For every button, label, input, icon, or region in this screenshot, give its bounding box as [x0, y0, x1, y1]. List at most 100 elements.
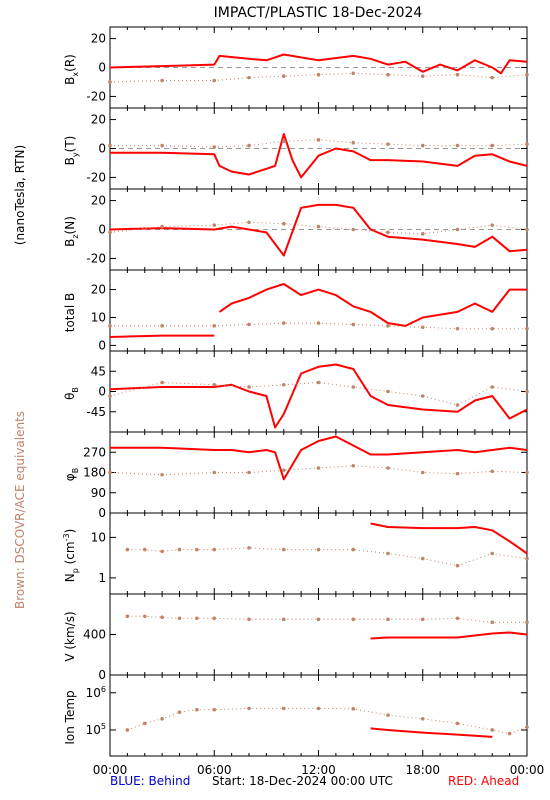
footer-red-label: RED: Ahead [448, 774, 519, 788]
series-brown-point [490, 620, 495, 625]
series-brown-point [455, 616, 460, 621]
series-red-line [109, 53, 528, 75]
series-brown-point [316, 547, 321, 552]
series-brown-point [386, 230, 390, 235]
series-brown-point [142, 614, 147, 619]
y-tick-label: -20 [86, 170, 106, 184]
series-brown-point [316, 380, 321, 385]
series-brown-point [386, 72, 390, 77]
series-brown-point [316, 224, 321, 229]
series-brown-point [247, 75, 251, 80]
series-brown-point [281, 139, 286, 144]
units-side-label: (nanoTesla, RTN) [13, 145, 27, 245]
series-brown-point [455, 721, 460, 726]
series-brown-point [507, 731, 512, 736]
series-brown-point [525, 142, 529, 146]
y-tick-label: 20 [91, 113, 106, 127]
series-brown-point [420, 143, 425, 148]
panel-4: 20 10 0 total B [63, 269, 529, 352]
series-brown-point [455, 326, 460, 331]
y-tick-label: 10 [91, 530, 106, 544]
series-brown-point [281, 321, 286, 325]
series-brown-point [386, 551, 390, 556]
y-tick-label: 20 [91, 32, 106, 46]
series-brown-point [525, 556, 529, 561]
series-brown-point [142, 721, 147, 726]
series-brown-point [281, 468, 286, 473]
series-brown-point [160, 380, 164, 385]
series-red-line [109, 363, 528, 429]
series-brown-point [281, 706, 286, 711]
y-tick-label: 20 [91, 283, 106, 297]
y-axis-label: Ion Temp [63, 690, 77, 744]
series-brown-point [351, 547, 356, 552]
y-tick-label: 180 [83, 466, 106, 480]
series-brown-point [351, 322, 356, 327]
series-brown-point [142, 547, 147, 552]
y-tick-label: 90 [91, 486, 106, 500]
y-tick-label: 0 [98, 61, 106, 75]
series-brown-point [525, 389, 529, 394]
y-tick-label: -45 [86, 405, 106, 419]
x-tick-label: 00:00 [510, 763, 545, 777]
series-brown-point [281, 382, 286, 387]
y-axis-label: Bz(N) [63, 216, 80, 247]
series-brown-point [212, 707, 217, 712]
y-tick-label: 0 [98, 338, 106, 352]
y-tick-label: 400 [83, 628, 106, 642]
series-brown-point [351, 71, 356, 76]
series-brown-point [420, 716, 425, 721]
series-brown-point [420, 232, 425, 236]
series-brown-point [212, 547, 217, 552]
series-brown-point [386, 142, 390, 146]
series-brown-point [351, 227, 356, 232]
series-brown-point [525, 620, 529, 625]
plot-title: IMPACT/PLASTIC 18-Dec-2024 [214, 5, 423, 21]
series-red-line [110, 435, 528, 481]
series-brown-point [455, 403, 460, 407]
series-brown-point [386, 466, 390, 470]
series-brown-point [316, 617, 321, 622]
series-brown-point [212, 616, 217, 621]
series-brown-point [195, 616, 199, 621]
series-brown-point [525, 72, 529, 77]
series-brown-point [125, 547, 130, 552]
series-brown-point [125, 614, 130, 619]
y-tick-label: 0 [98, 668, 106, 682]
series-brown-point [177, 710, 182, 715]
series-brown-point [195, 547, 199, 552]
series-brown-point [160, 549, 164, 554]
series-brown-point [160, 615, 164, 620]
series-brown-point [247, 220, 251, 225]
y-tick-label: 45 [91, 364, 106, 378]
panel-8: 400 0 V (km/s) [63, 593, 529, 682]
series-brown-point [420, 74, 425, 78]
x-tick-label: 00:00 [93, 763, 128, 777]
dscovr-ace-side-label: Brown: DSCOVR/ACE equivalents [13, 411, 27, 609]
series-brown-point [386, 324, 390, 328]
x-axis-tick-labels: 00:00 06:00 12:00 18:00 00:00 [93, 763, 545, 777]
y-tick-label: -20 [86, 251, 106, 265]
series-brown-point [125, 728, 130, 732]
series-red-line [370, 522, 528, 555]
series-red-line [370, 631, 528, 640]
series-brown-point [247, 546, 251, 550]
series-brown-point [351, 140, 356, 145]
y-axis-label: Bx(R) [63, 54, 80, 85]
x-tick-label: 18:00 [405, 763, 440, 777]
y-axis-label: total B [63, 293, 77, 333]
series-brown-point [490, 75, 495, 80]
y-axis-label: Np (cm-3) [62, 529, 80, 583]
series-brown-trace [127, 547, 528, 567]
series-brown-trace [127, 707, 528, 735]
series-brown-trace [109, 381, 528, 406]
x-tick-label: 06:00 [197, 763, 232, 777]
y-tick-label: 20 [91, 194, 106, 208]
series-brown-point [455, 563, 460, 568]
series-red-line [109, 334, 215, 338]
panels-group: 200-20Bx(R)200-20By(T)200-20Bz(N)20100to… [62, 26, 529, 757]
